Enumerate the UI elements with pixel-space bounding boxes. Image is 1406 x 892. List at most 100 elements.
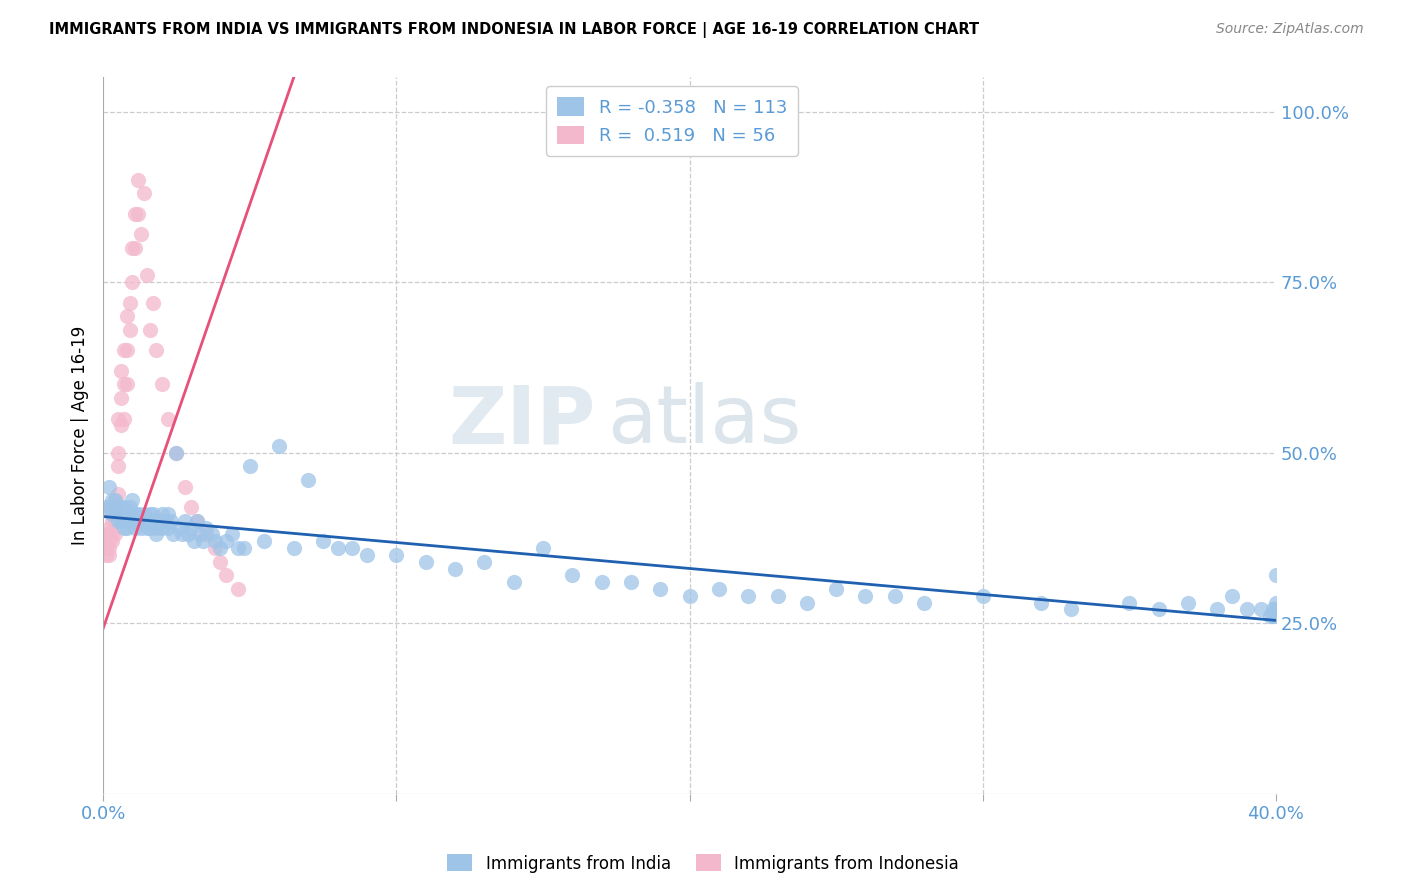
Point — [239, 459, 262, 474]
Point — [124, 507, 146, 521]
Point — [127, 514, 149, 528]
Point — [226, 541, 249, 555]
Point — [98, 534, 121, 549]
Point — [127, 207, 149, 221]
Point — [180, 500, 202, 515]
Point — [253, 534, 276, 549]
Point — [188, 527, 211, 541]
Point — [136, 521, 159, 535]
Point — [796, 596, 818, 610]
Point — [104, 493, 127, 508]
Point — [1031, 596, 1053, 610]
Point — [94, 548, 117, 562]
Point — [1265, 609, 1288, 624]
Point — [1261, 609, 1284, 624]
Point — [1147, 602, 1170, 616]
Point — [502, 575, 524, 590]
Point — [186, 514, 208, 528]
Point — [121, 507, 143, 521]
Point — [204, 541, 226, 555]
Point — [912, 596, 935, 610]
Point — [121, 514, 143, 528]
Point — [107, 500, 129, 515]
Point — [104, 514, 127, 528]
Point — [156, 507, 179, 521]
Point — [326, 541, 349, 555]
Point — [107, 445, 129, 459]
Point — [1250, 602, 1272, 616]
Point — [591, 575, 613, 590]
Point — [107, 486, 129, 500]
Point — [136, 268, 159, 283]
Point — [531, 541, 554, 555]
Text: Source: ZipAtlas.com: Source: ZipAtlas.com — [1216, 22, 1364, 37]
Point — [98, 527, 121, 541]
Point — [145, 343, 167, 358]
Point — [115, 521, 138, 535]
Point — [150, 377, 173, 392]
Point — [104, 500, 127, 515]
Point — [112, 500, 135, 515]
Point — [1236, 602, 1258, 616]
Point — [1265, 602, 1288, 616]
Point — [142, 295, 165, 310]
Point — [110, 500, 132, 515]
Point — [1265, 568, 1288, 582]
Point — [204, 534, 226, 549]
Point — [94, 527, 117, 541]
Point — [112, 521, 135, 535]
Point — [112, 514, 135, 528]
Point — [737, 589, 759, 603]
Point — [1177, 596, 1199, 610]
Point — [156, 521, 179, 535]
Point — [139, 521, 162, 535]
Point — [415, 555, 437, 569]
Point — [191, 534, 214, 549]
Point — [98, 548, 121, 562]
Point — [101, 534, 124, 549]
Point — [186, 514, 208, 528]
Point — [165, 445, 187, 459]
Point — [124, 521, 146, 535]
Point — [107, 411, 129, 425]
Point — [107, 514, 129, 528]
Point — [297, 473, 319, 487]
Point — [561, 568, 583, 582]
Point — [101, 500, 124, 515]
Point — [180, 521, 202, 535]
Point — [232, 541, 254, 555]
Point — [342, 541, 364, 555]
Point — [283, 541, 305, 555]
Point — [112, 507, 135, 521]
Point — [678, 589, 700, 603]
Point — [134, 186, 156, 201]
Legend: Immigrants from India, Immigrants from Indonesia: Immigrants from India, Immigrants from I… — [440, 847, 966, 880]
Point — [183, 534, 205, 549]
Point — [707, 582, 730, 596]
Point — [165, 445, 187, 459]
Point — [112, 343, 135, 358]
Point — [110, 364, 132, 378]
Point — [142, 507, 165, 521]
Point — [972, 589, 994, 603]
Point — [101, 507, 124, 521]
Text: IMMIGRANTS FROM INDIA VS IMMIGRANTS FROM INDONESIA IN LABOR FORCE | AGE 16-19 CO: IMMIGRANTS FROM INDIA VS IMMIGRANTS FROM… — [49, 22, 980, 38]
Point — [312, 534, 335, 549]
Y-axis label: In Labor Force | Age 16-19: In Labor Force | Age 16-19 — [72, 326, 89, 545]
Point — [118, 295, 141, 310]
Point — [145, 521, 167, 535]
Point — [94, 534, 117, 549]
Point — [650, 582, 672, 596]
Point — [129, 514, 152, 528]
Text: atlas: atlas — [607, 383, 801, 460]
Point — [129, 227, 152, 242]
Point — [112, 377, 135, 392]
Point — [124, 207, 146, 221]
Point — [121, 493, 143, 508]
Point — [1118, 596, 1140, 610]
Point — [1261, 602, 1284, 616]
Point — [104, 527, 127, 541]
Point — [825, 582, 848, 596]
Point — [107, 507, 129, 521]
Point — [115, 507, 138, 521]
